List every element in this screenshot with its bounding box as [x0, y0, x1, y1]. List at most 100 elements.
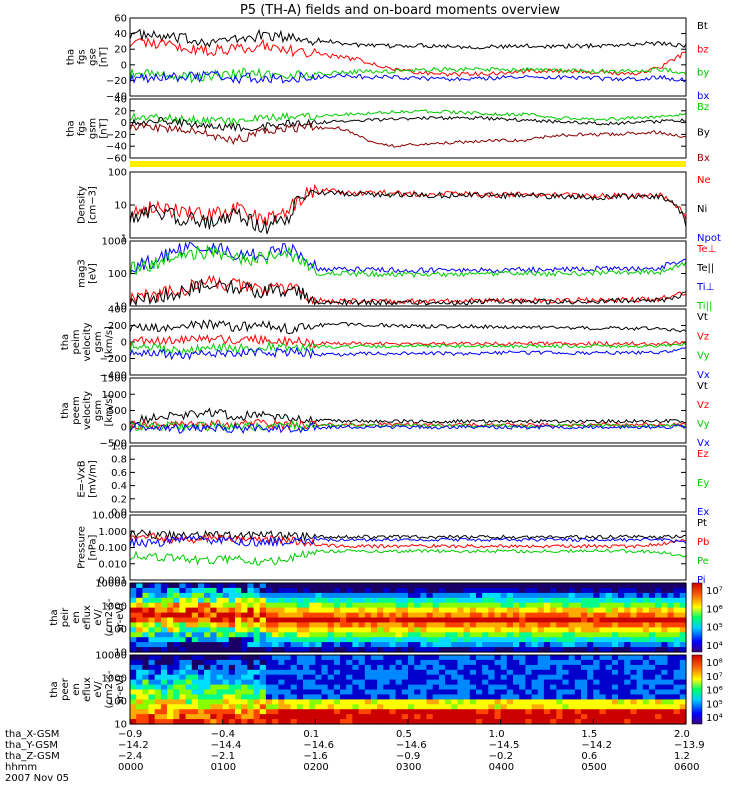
spectrogram-cell: [679, 647, 687, 653]
spectrogram-cell: [624, 689, 631, 695]
spectrogram-cell: [494, 583, 502, 589]
spectrogram-cell: [426, 587, 434, 594]
spectrogram-cell: [408, 642, 415, 648]
spectrogram-cell: [500, 719, 508, 725]
spectrogram-cell: [543, 664, 551, 671]
spectrogram-cell: [550, 659, 557, 666]
spectrogram-cell: [167, 612, 174, 619]
spectrogram-cell: [191, 612, 199, 619]
spectrogram-cell: [568, 709, 576, 715]
spectrogram-cell: [296, 612, 304, 619]
spectrogram-cell: [655, 674, 662, 681]
spectrogram-cell: [543, 647, 551, 653]
spectrogram-cell: [346, 699, 353, 705]
spectrogram-cell: [228, 709, 236, 715]
spectrogram-cell: [655, 684, 662, 691]
spectrogram-cell: [383, 719, 391, 725]
spectrogram-cell: [673, 669, 681, 676]
spectrogram-cell: [216, 694, 224, 700]
spectrogram-cell: [438, 607, 446, 614]
spectrogram-cell: [568, 655, 576, 661]
spectrogram-cell: [673, 617, 681, 623]
spectrogram-cell: [142, 617, 150, 623]
spectrogram-cell: [550, 655, 557, 661]
spectrogram-cell: [352, 583, 360, 589]
spectrogram-cell: [204, 617, 211, 623]
spectrogram-cell: [679, 699, 687, 705]
spectrogram-cell: [438, 655, 446, 661]
spectrogram-cell: [574, 689, 582, 695]
spectrogram-cell: [173, 627, 180, 633]
x-row-label: hhmm: [5, 762, 37, 773]
spectrogram-cell: [543, 587, 551, 594]
panel-frame: [129, 377, 687, 444]
spectrogram-cell: [136, 627, 143, 633]
spectrogram-cell: [618, 587, 625, 594]
spectrogram-cell: [469, 689, 477, 695]
spectrogram-cell: [661, 704, 669, 710]
spectrogram-cell: [513, 674, 520, 681]
spectrogram-cell: [352, 617, 360, 623]
spectrogram-cell: [488, 679, 496, 686]
spectrogram-cell: [451, 642, 458, 648]
spectrogram-cell: [241, 684, 248, 691]
spectrogram-cell: [642, 674, 650, 681]
spectrogram-cell: [315, 694, 323, 700]
spectrogram-cell: [210, 694, 218, 700]
spectrogram-cell: [438, 637, 446, 643]
spectrogram-cell: [661, 583, 669, 589]
spectrogram-cell: [457, 622, 465, 628]
spectrogram-cell: [228, 699, 236, 705]
spectrogram-cell: [624, 699, 631, 705]
spectrogram-cell: [130, 587, 137, 594]
spectrogram-cell: [426, 597, 434, 604]
spectrogram-cell: [587, 597, 594, 604]
spectrogram-cell: [445, 684, 452, 691]
spectrogram-cell: [160, 674, 168, 681]
spectrogram-cell: [679, 684, 687, 691]
spectrogram-cell: [383, 679, 391, 686]
spectrogram-cell: [389, 592, 397, 599]
spectrogram-cell: [494, 699, 502, 705]
x-tick-label: 0000: [118, 762, 143, 773]
spectrogram-cell: [340, 637, 347, 643]
spectrogram-cell: [340, 617, 347, 623]
x-tick-label: −0.9: [396, 751, 420, 762]
spectrogram-cell: [500, 709, 508, 715]
spectrogram-cell: [278, 694, 286, 700]
spectrogram-cell: [525, 664, 533, 671]
spectrogram-cell: [500, 602, 508, 609]
spectrogram-cell: [543, 583, 551, 589]
spectrogram: [130, 655, 687, 725]
spectrogram-cell: [173, 719, 180, 725]
spectrogram-cell: [636, 709, 644, 715]
spectrogram-cell: [290, 719, 298, 725]
spectrogram-cell: [648, 659, 656, 666]
spectrogram-cell: [513, 684, 520, 691]
spectrogram-cell: [333, 674, 341, 681]
y-axis-label: fgs: [77, 121, 88, 136]
spectrogram-cell: [358, 714, 366, 720]
spectrogram-cell: [321, 694, 329, 700]
spectrogram-cell: [537, 632, 545, 638]
spectrogram-cell: [451, 714, 458, 720]
spectrogram-cell: [210, 655, 218, 661]
spectrogram-cell: [241, 617, 248, 623]
spectrogram-cell: [154, 699, 162, 705]
y-axis-label: tha: [49, 609, 60, 625]
spectrogram-cell: [562, 627, 570, 633]
spectrogram-cell: [476, 632, 483, 638]
spectrogram-cell: [395, 679, 403, 686]
y-axis-label: mag3: [77, 259, 88, 288]
spectrogram-cell: [599, 612, 607, 619]
spectrogram-cell: [309, 679, 316, 686]
spectrogram-cell: [556, 602, 564, 609]
spectrogram-cell: [568, 607, 576, 614]
legend-label: Ez: [697, 449, 709, 460]
spectrogram-cell: [667, 632, 675, 638]
spectrogram-cell: [130, 674, 137, 681]
spectrogram-cell: [673, 612, 681, 619]
spectrogram-cell: [130, 632, 137, 638]
spectrogram-cell: [488, 607, 496, 614]
spectrogram-cell: [630, 622, 638, 628]
